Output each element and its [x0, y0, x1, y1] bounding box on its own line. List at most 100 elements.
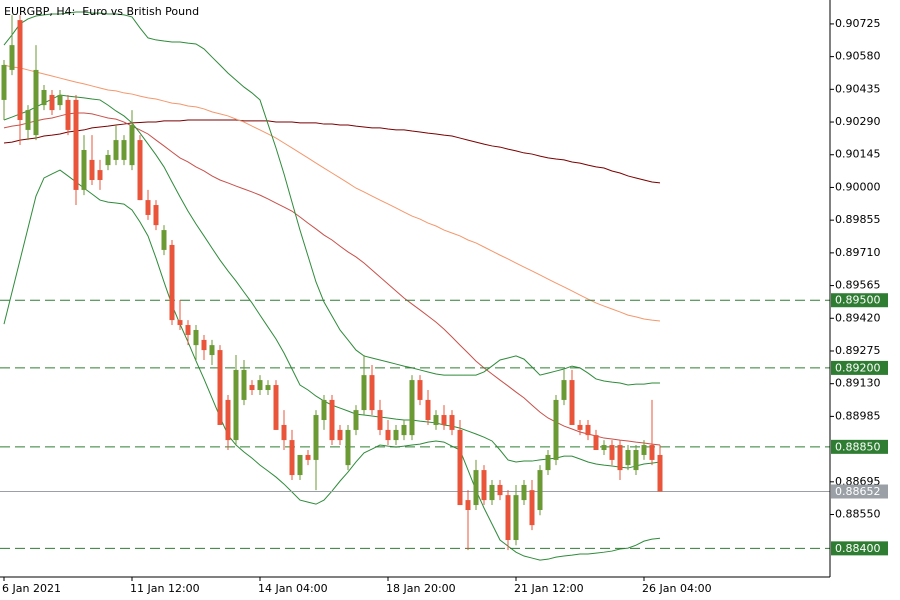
indicator-line — [3, 64, 661, 322]
plot-area — [0, 11, 830, 561]
candle-body — [201, 339, 207, 351]
candle-body — [425, 399, 431, 421]
y-tick-label: 0.89710 — [835, 246, 881, 259]
axes: 0.90725 0.90580 0.90435 0.90290 0.90145 0.900… — [2, 17, 888, 595]
x-tick-label: 11 Jan 12:00 — [130, 582, 200, 595]
level-label: 0.89500 — [835, 294, 881, 307]
candle-body — [153, 205, 159, 226]
candle-body — [1, 64, 7, 100]
candle-body — [409, 380, 415, 436]
candle-body — [545, 454, 551, 471]
candle-body — [305, 454, 311, 460]
y-tick-label: 0.90435 — [835, 82, 881, 95]
candle-body — [217, 350, 223, 425]
candle-body — [185, 325, 191, 335]
last-price-label: 0.88652 — [835, 485, 881, 498]
level-label: 0.88850 — [835, 440, 881, 453]
candle-body — [313, 415, 319, 460]
candle-body — [601, 445, 607, 451]
y-tick-label: 0.90145 — [835, 148, 881, 161]
candle-body — [417, 380, 423, 400]
candle-body — [225, 399, 231, 441]
indicator-line — [3, 112, 661, 446]
candle-body — [433, 415, 439, 425]
candle-body — [105, 154, 111, 166]
candle-body — [385, 429, 391, 441]
candle-body — [97, 170, 103, 181]
candle-body — [249, 385, 255, 391]
candle-body — [233, 369, 239, 441]
x-tick-label: 6 Jan 2021 — [2, 582, 61, 595]
candle-body — [449, 415, 455, 430]
candle-body — [297, 454, 303, 476]
candle-body — [593, 435, 599, 451]
level-label-box — [831, 360, 888, 375]
level-label-box — [831, 439, 888, 454]
last-price-box — [831, 484, 888, 499]
candle-body — [241, 369, 247, 400]
candle-body — [513, 495, 519, 541]
candle-body — [625, 450, 631, 466]
level-label: 0.88400 — [835, 542, 881, 555]
candle-body — [89, 159, 95, 181]
candle-body — [137, 140, 143, 201]
candle-body — [265, 385, 271, 391]
candle-body — [617, 445, 623, 471]
candle-body — [577, 424, 583, 430]
y-tick-label: 0.89565 — [835, 279, 881, 292]
y-tick-label: 0.90000 — [835, 180, 881, 193]
candle-body — [353, 410, 359, 430]
chart-title: EURGBP, H4: Euro vs British Pound — [4, 5, 199, 18]
candle-body — [145, 200, 151, 215]
candle-body — [281, 424, 287, 441]
candle-body — [329, 399, 335, 441]
candle-body — [73, 99, 79, 190]
candle-body — [57, 94, 63, 106]
candle-body — [473, 470, 479, 506]
level-label: 0.89200 — [835, 361, 881, 374]
y-tick-label: 0.88550 — [835, 508, 881, 521]
candle-body — [25, 110, 31, 130]
candle-body — [65, 99, 71, 130]
candle-body — [345, 429, 351, 466]
x-tick-label: 21 Jan 12:00 — [514, 582, 584, 595]
level-label-box — [831, 293, 888, 308]
y-tick-label: 0.88985 — [835, 409, 881, 422]
y-tick-label: 0.90290 — [835, 115, 881, 128]
indicator-line — [3, 11, 660, 386]
x-tick-label: 26 Jan 04:00 — [642, 582, 712, 595]
candle-body — [321, 399, 327, 421]
candle-body — [193, 330, 199, 346]
y-tick-label: 0.89420 — [835, 311, 881, 324]
y-tick-label: 0.89855 — [835, 213, 881, 226]
candle-body — [121, 140, 127, 160]
candle-body — [377, 410, 383, 430]
candle-body — [209, 345, 215, 356]
candle-body — [481, 470, 487, 501]
candle-body — [457, 429, 463, 506]
candle-body — [505, 495, 511, 541]
x-tick-label: 14 Jan 04:00 — [258, 582, 328, 595]
candle-body — [113, 140, 119, 160]
candle-body — [537, 470, 543, 511]
candle-body — [497, 484, 503, 496]
candle-body — [257, 380, 263, 391]
candle-body — [273, 385, 279, 430]
candle-body — [177, 320, 183, 326]
candle-body — [337, 429, 343, 441]
candle-body — [649, 445, 655, 460]
candle-body — [633, 450, 639, 471]
candle-body — [33, 69, 39, 136]
candle-body — [465, 500, 471, 511]
y-tick-label: 0.90725 — [835, 17, 881, 30]
candle-body — [401, 424, 407, 436]
candle-body — [81, 150, 87, 190]
candle-body — [369, 375, 375, 411]
indicator-line — [3, 119, 661, 184]
candle-body — [441, 415, 447, 425]
candle-body — [585, 424, 591, 436]
y-tick-label: 0.89130 — [835, 377, 881, 390]
candle-body — [169, 244, 175, 321]
